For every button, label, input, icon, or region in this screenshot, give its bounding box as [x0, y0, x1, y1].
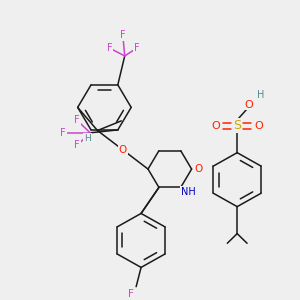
Text: F: F: [74, 115, 80, 125]
Text: O: O: [255, 121, 263, 131]
Text: O: O: [245, 100, 254, 110]
Text: F: F: [74, 140, 80, 150]
Text: F: F: [134, 43, 140, 53]
Text: F: F: [107, 43, 113, 53]
Text: O: O: [194, 164, 203, 174]
Text: O: O: [211, 121, 220, 131]
Text: NH: NH: [181, 187, 196, 197]
Text: F: F: [61, 128, 66, 138]
Text: H: H: [84, 134, 91, 143]
Text: S: S: [233, 119, 241, 132]
Text: F: F: [120, 30, 126, 40]
Text: H: H: [257, 90, 265, 100]
Text: F: F: [128, 290, 134, 299]
Text: O: O: [118, 145, 127, 155]
